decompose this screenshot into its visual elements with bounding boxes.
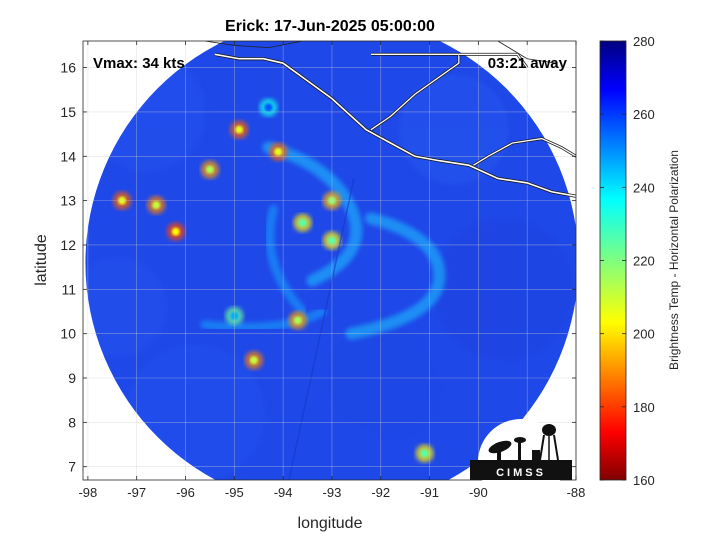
cold-cell — [235, 125, 244, 134]
satellite-dish-icon — [488, 440, 512, 454]
y-tick-label: 13 — [60, 193, 76, 209]
cold-cell — [420, 449, 429, 458]
y-axis: 7 8 9 10 11 12 13 14 15 16 — [60, 60, 576, 475]
y-tick-label: 14 — [60, 148, 76, 164]
colorbar: 160 180 200 220 240 260 280 Brightness Temp - … — [599, 34, 681, 488]
y-tick-label: 12 — [60, 237, 76, 253]
x-tick-label: -94 — [274, 485, 293, 500]
colorbar-tick-label: 200 — [633, 327, 655, 342]
y-tick-label: 11 — [61, 281, 76, 297]
cold-cell — [205, 165, 214, 174]
colorbar-tick-label: 180 — [633, 400, 655, 415]
water-tower-icon — [542, 424, 556, 436]
y-tick-label: 8 — [68, 414, 76, 430]
colorbar-tick-label: 220 — [633, 254, 655, 269]
country-border — [458, 53, 528, 68]
y-tick-label: 15 — [60, 104, 76, 120]
y-tick-label: 9 — [68, 370, 76, 386]
cimss-logo: CIMSS — [470, 419, 572, 505]
x-tick-label: -97 — [127, 485, 146, 500]
x-tick-label: -92 — [371, 485, 390, 500]
y-axis-label: latitude — [33, 234, 50, 286]
plot-area — [83, 41, 576, 480]
x-axis: -98-97-96-95-94-93-92-91-90-89-88 — [78, 41, 585, 500]
cold-cell — [298, 218, 307, 227]
cold-cell — [293, 316, 302, 325]
logo-text: CIMSS — [496, 467, 546, 479]
colorbar-tick-label: 280 — [633, 34, 655, 49]
gridlines — [83, 41, 576, 480]
y-tick-label: 7 — [68, 459, 76, 475]
vmax-label: Vmax: 34 kts — [93, 55, 185, 72]
colorbar-tick-label: 260 — [633, 107, 655, 122]
country-border — [473, 142, 513, 166]
country-border — [512, 137, 576, 157]
colorbar-label: Brightness Temp - Horizontal Polarizatio… — [667, 150, 681, 370]
cold-cell — [171, 227, 180, 236]
cold-cell — [274, 147, 283, 156]
logo-banner — [470, 460, 572, 480]
coastline — [214, 53, 576, 197]
y-tick-label: 10 — [60, 326, 76, 342]
colorbar-ticks: 160 180 200 220 240 260 280 — [600, 34, 655, 488]
x-tick-label: -98 — [78, 485, 97, 500]
time-away-label: 03:21 away — [488, 55, 568, 72]
x-axis-label: longitude — [298, 515, 363, 532]
colorbar-ramp — [599, 40, 627, 481]
x-tick-label: -91 — [420, 485, 439, 500]
coastlines — [204, 41, 576, 198]
plot-frame — [82, 40, 577, 481]
colorbar-tick-label: 160 — [633, 473, 655, 488]
x-tick-label: -93 — [323, 485, 342, 500]
x-tick-label: -96 — [176, 485, 195, 500]
cold-cell — [249, 356, 258, 365]
country-border — [370, 53, 460, 131]
x-tick-label: -95 — [225, 485, 244, 500]
cold-cell — [264, 103, 273, 112]
y-tick-label: 16 — [60, 60, 76, 76]
x-tick-label: -88 — [567, 485, 586, 500]
cold-cell — [152, 201, 161, 210]
x-tick-label: -90 — [469, 485, 488, 500]
chart-title: Erick: 17-Jun-2025 05:00:00 — [225, 18, 435, 35]
colorbar-tick-label: 240 — [633, 180, 655, 195]
